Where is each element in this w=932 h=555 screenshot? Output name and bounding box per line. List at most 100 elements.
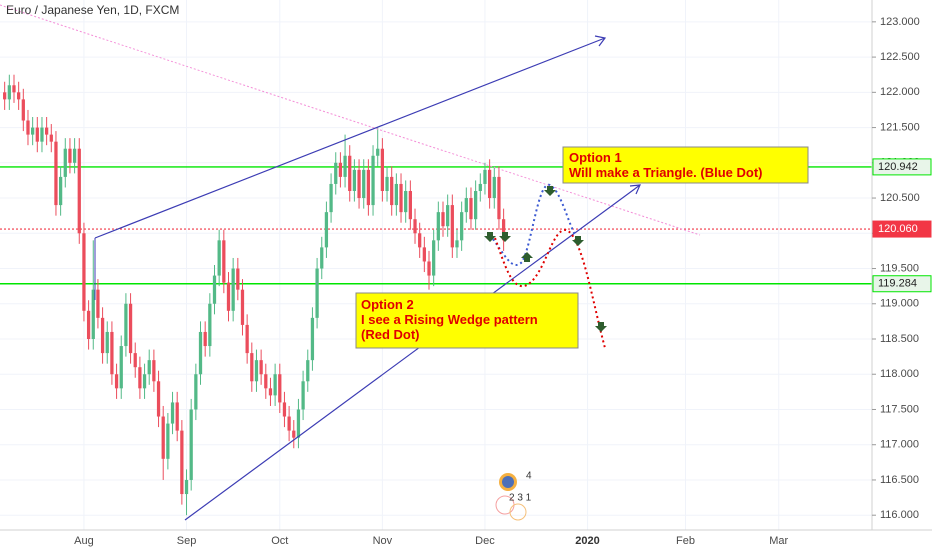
watermark: 4 2 3 1 <box>495 471 532 521</box>
blue-dot-path <box>489 183 579 266</box>
candle-body <box>35 127 39 142</box>
annotation-text: Option 2 <box>361 297 414 312</box>
candle-body <box>208 303 212 347</box>
candle-body <box>334 162 338 184</box>
candle-body <box>156 381 161 417</box>
candle-body <box>138 367 142 389</box>
candle-body <box>301 381 305 410</box>
candle-body <box>455 240 459 248</box>
annotation-text: (Red Dot) <box>361 327 420 342</box>
level-label-box <box>872 220 932 238</box>
arrows <box>484 186 607 332</box>
candle-body <box>86 310 91 340</box>
candle-body <box>110 331 114 375</box>
candle-body <box>203 331 207 347</box>
candle-body <box>54 141 58 206</box>
candle-body <box>413 219 417 234</box>
level-label: 120.060 <box>878 223 918 235</box>
candle-body <box>166 423 170 459</box>
arrow-head <box>629 184 641 195</box>
candle-body <box>40 127 44 142</box>
candle-body <box>105 331 109 354</box>
candle-body <box>128 303 133 354</box>
candle-body <box>133 353 137 368</box>
candle-body <box>357 169 361 199</box>
candle-body <box>49 134 53 142</box>
y-tick-label: 122.000 <box>880 86 920 98</box>
candle-body <box>68 148 72 163</box>
candle-body <box>390 176 394 206</box>
grid <box>0 0 872 530</box>
annotation-2: Option 2 I see a Rising Wedge pattern (R… <box>355 292 579 349</box>
candle-body <box>3 92 7 100</box>
annotation-text: Will make a Triangle. (Blue Dot) <box>569 165 762 180</box>
candle-body <box>189 409 193 480</box>
candle-body <box>497 176 501 220</box>
candle-body <box>175 402 179 431</box>
candle-body <box>282 402 287 417</box>
candle-body <box>124 303 128 347</box>
candle-body <box>343 155 347 177</box>
candle-body <box>184 479 189 495</box>
candle-body <box>436 212 440 241</box>
candle-body <box>231 268 235 311</box>
candle-body <box>250 353 254 382</box>
candle-body <box>212 275 217 304</box>
y-tick-label: 120.500 <box>880 192 920 204</box>
candle-body <box>152 360 156 382</box>
down-arrow <box>544 186 556 196</box>
candle-body <box>82 233 86 311</box>
candle-body <box>287 416 291 431</box>
candle-body <box>100 317 105 354</box>
y-tick-label: 117.000 <box>880 439 919 451</box>
candle-body <box>427 261 431 276</box>
down-arrow <box>595 322 607 332</box>
x-tick-label: Mar <box>769 535 788 547</box>
up-arrow <box>521 252 533 262</box>
candle-body <box>245 324 249 354</box>
candle-body <box>422 247 426 262</box>
y-tick-label: 119.500 <box>880 262 919 274</box>
candle-body <box>362 169 366 199</box>
candle-body <box>44 127 49 135</box>
candle-body <box>371 155 375 206</box>
level-label: 120.942 <box>878 161 918 173</box>
candle-body <box>147 360 151 375</box>
candle-body <box>21 99 25 121</box>
candle-body <box>198 331 203 375</box>
y-tick-label: 123.000 <box>880 16 920 28</box>
drawings <box>0 4 701 521</box>
candle-body <box>264 374 268 389</box>
down-arrow <box>572 236 584 246</box>
level-label: 119.284 <box>878 278 917 290</box>
y-tick-label: 119.000 <box>880 298 919 310</box>
y-tick-label: 116.000 <box>880 509 919 521</box>
candle-body <box>487 169 492 199</box>
candle-body <box>259 360 263 375</box>
x-tick-label: Feb <box>676 535 695 547</box>
candle-body <box>58 176 63 206</box>
candle-body <box>348 155 352 191</box>
annotation-box <box>355 292 579 349</box>
candle-body <box>408 190 412 220</box>
candle-body <box>460 212 464 241</box>
candle-body <box>474 190 478 220</box>
x-tick-label: Oct <box>271 535 288 547</box>
candle-body <box>483 169 487 184</box>
logo-text: 2 3 1 <box>509 493 532 504</box>
x-tick-label: Sep <box>177 535 197 547</box>
candle-body <box>399 183 403 213</box>
candle-body <box>161 416 165 459</box>
candle-body <box>194 374 198 410</box>
down-arrow <box>499 232 511 242</box>
candles <box>3 74 506 516</box>
candle-body <box>324 212 329 248</box>
lower-trendline <box>184 184 641 521</box>
y-tick-label: 117.500 <box>880 403 919 415</box>
y-tick-label: 118.000 <box>880 368 919 380</box>
candle-body <box>441 212 445 227</box>
candle-body <box>170 402 175 424</box>
axes: 116.000 116.500 117.000 117.500 118.000 118.5… <box>74 16 932 547</box>
y-tick-label: 116.500 <box>880 474 919 486</box>
